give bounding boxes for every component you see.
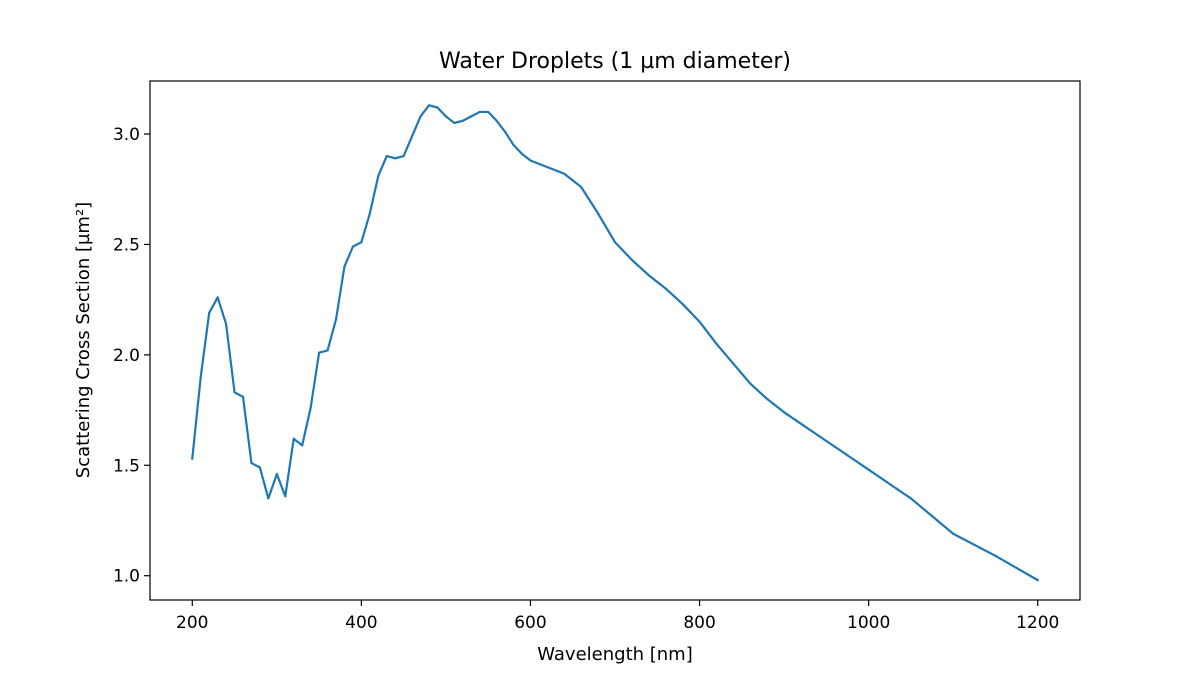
data-point bbox=[436, 106, 439, 109]
data-point bbox=[385, 154, 388, 158]
x-axis: 200 400 600 800 1000 1200 bbox=[176, 600, 1059, 633]
data-point bbox=[419, 115, 422, 118]
data-point bbox=[326, 349, 329, 352]
data-point bbox=[334, 318, 338, 321]
data-point bbox=[453, 121, 456, 125]
data-point bbox=[571, 179, 574, 182]
data-point bbox=[867, 468, 870, 471]
data-point bbox=[766, 397, 769, 401]
data-point bbox=[782, 411, 786, 414]
data-point bbox=[284, 495, 287, 498]
data-point bbox=[208, 311, 211, 314]
data-point bbox=[402, 154, 405, 158]
data-point bbox=[825, 439, 828, 443]
data-point bbox=[503, 130, 507, 133]
x-tick-label: 200 bbox=[176, 613, 208, 633]
data-point bbox=[630, 258, 634, 261]
data-point bbox=[487, 110, 490, 114]
data-point bbox=[267, 497, 270, 500]
data-point bbox=[199, 375, 202, 379]
data-point bbox=[410, 135, 414, 138]
x-tick-label: 800 bbox=[683, 613, 715, 633]
x-tick-label: 600 bbox=[514, 613, 546, 633]
chart-title: Water Droplets (1 µm diameter) bbox=[439, 49, 791, 74]
data-point bbox=[292, 437, 295, 440]
data-point bbox=[427, 104, 431, 107]
data-point bbox=[250, 461, 253, 465]
data-point bbox=[343, 265, 346, 268]
data-point bbox=[909, 497, 913, 500]
data-point bbox=[664, 287, 667, 290]
data-point bbox=[546, 166, 549, 169]
data-point bbox=[241, 395, 245, 398]
x-tick-label: 1200 bbox=[1016, 613, 1059, 633]
data-point bbox=[647, 274, 650, 277]
y-tick-label: 2.5 bbox=[113, 235, 140, 255]
data-point bbox=[224, 322, 228, 326]
x-axis-label: Wavelength [nm] bbox=[537, 644, 693, 665]
data-point bbox=[698, 320, 701, 323]
data-point bbox=[732, 362, 735, 365]
data-point bbox=[681, 302, 684, 306]
data-point bbox=[394, 157, 397, 160]
data-point bbox=[952, 532, 955, 535]
data-point bbox=[596, 212, 600, 215]
data-point bbox=[444, 115, 448, 118]
x-tick-label: 400 bbox=[345, 613, 377, 633]
data-point bbox=[301, 444, 304, 447]
data-point bbox=[461, 119, 464, 122]
data-point bbox=[478, 110, 481, 114]
y-axis: 1.0 1.5 2.0 2.5 3.0 bbox=[113, 125, 150, 587]
data-point bbox=[495, 119, 498, 122]
y-tick-label: 1.5 bbox=[113, 456, 140, 476]
data-point bbox=[580, 185, 583, 189]
data-point bbox=[258, 466, 262, 469]
data-point bbox=[613, 241, 617, 244]
plot-frame bbox=[149, 80, 1081, 601]
y-tick-label: 2.0 bbox=[113, 346, 140, 366]
data-point bbox=[216, 296, 219, 299]
data-point bbox=[563, 172, 566, 175]
y-tick-label: 3.0 bbox=[113, 125, 140, 145]
data-point bbox=[377, 174, 380, 178]
data-point bbox=[715, 342, 718, 345]
data-point bbox=[317, 351, 321, 354]
data-point bbox=[360, 241, 363, 244]
data-series-line bbox=[191, 104, 1039, 582]
x-tick-label: 1000 bbox=[847, 613, 890, 633]
data-point bbox=[470, 115, 473, 118]
data-point bbox=[994, 554, 997, 557]
data-point bbox=[233, 391, 236, 394]
data-point bbox=[1036, 579, 1039, 582]
data-point bbox=[520, 152, 524, 155]
y-axis-label: Scattering Cross Section [µm²] bbox=[73, 202, 94, 478]
data-point bbox=[275, 473, 278, 476]
data-point bbox=[512, 143, 515, 147]
y-tick-label: 1.0 bbox=[113, 567, 140, 587]
data-point bbox=[368, 212, 371, 215]
data-point bbox=[309, 406, 312, 409]
data-point bbox=[529, 159, 532, 162]
data-point bbox=[749, 382, 752, 385]
data-point bbox=[191, 457, 194, 460]
data-point bbox=[351, 245, 355, 248]
